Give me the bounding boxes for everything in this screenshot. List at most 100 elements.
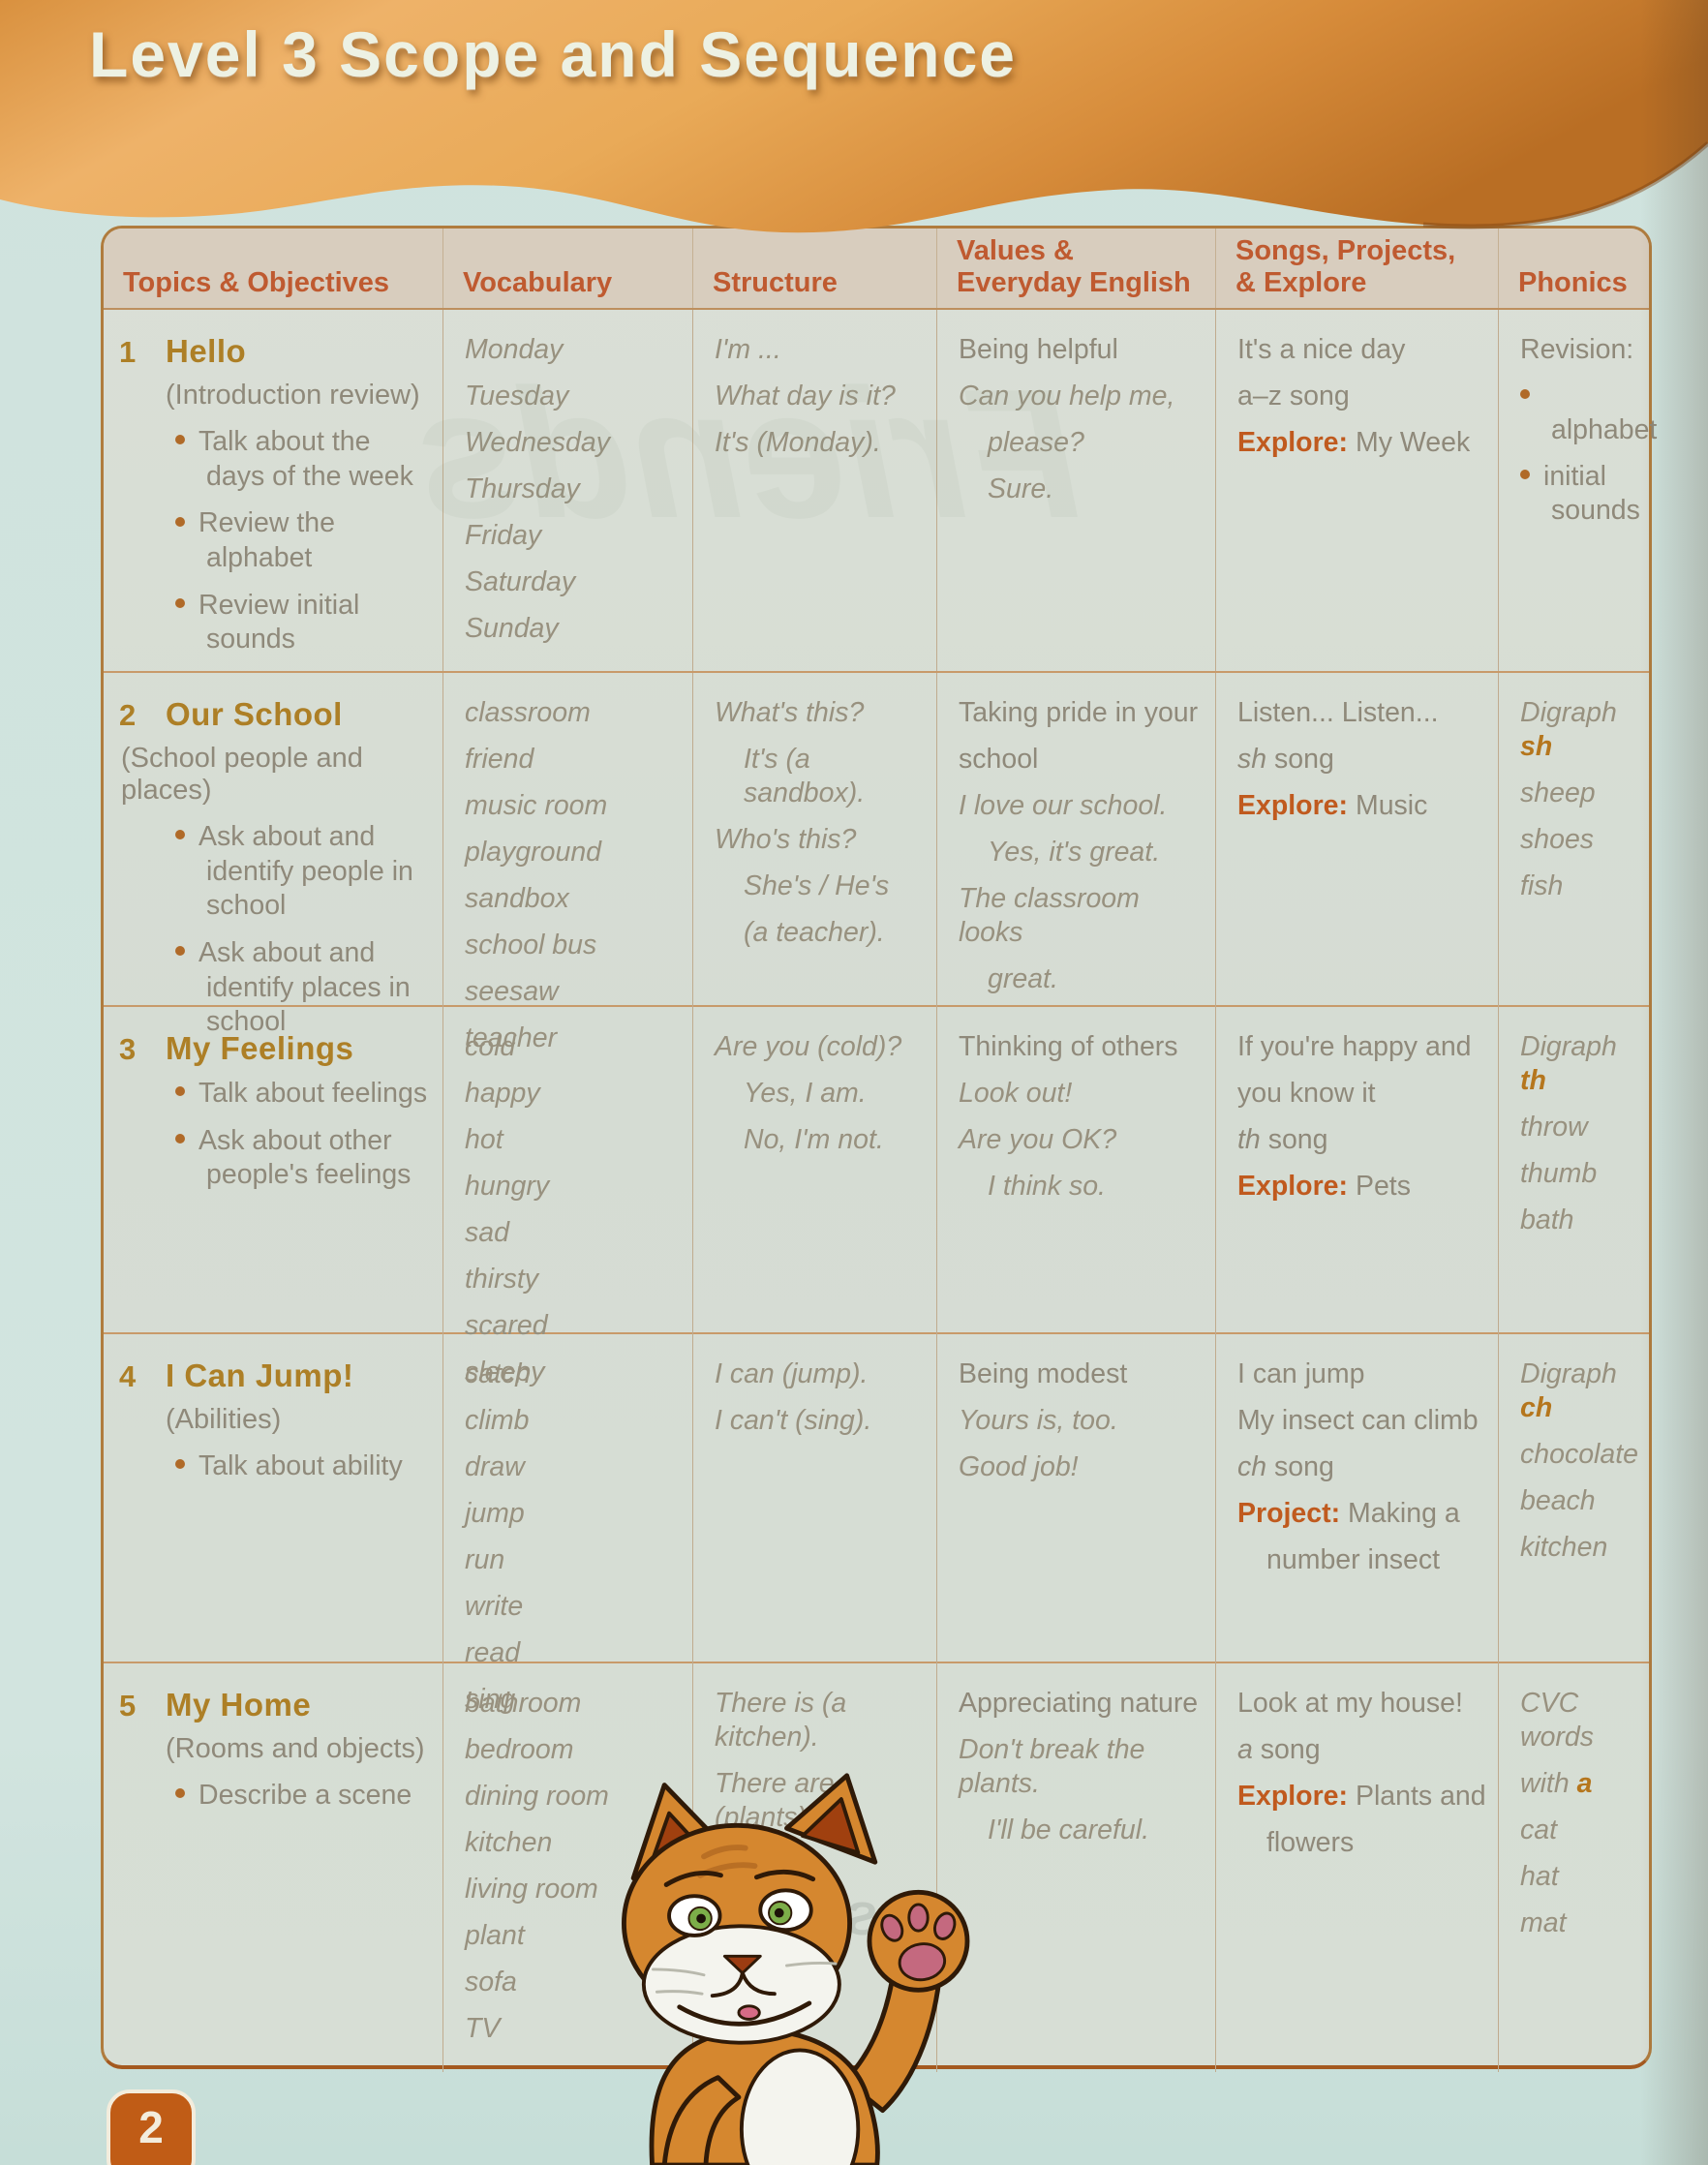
text-segment: Plants and bbox=[1348, 1781, 1486, 1812]
vocab-item: hot bbox=[465, 1124, 503, 1155]
column-header-values: Values & Everyday English bbox=[936, 229, 1215, 308]
unit-subtitle: (Rooms and objects) bbox=[166, 1733, 425, 1764]
text-segment: bath bbox=[1520, 1204, 1574, 1235]
text-segment: Digraph bbox=[1520, 1358, 1617, 1389]
unit-name: Hello bbox=[166, 333, 247, 369]
vocab-item: hungry bbox=[465, 1171, 550, 1202]
phonics-line: with a bbox=[1520, 1767, 1643, 1801]
songs-line: a–z song bbox=[1237, 380, 1486, 413]
values-cell: Thinking of others Look out! Are you OK? I … bbox=[936, 1007, 1215, 1402]
songs-line: Explore: Music bbox=[1237, 789, 1486, 823]
text-segment: hat bbox=[1520, 1861, 1559, 1892]
text-segment: Revision: bbox=[1520, 334, 1634, 365]
text-segment: Explore: bbox=[1237, 1171, 1349, 1202]
structure-cell: I'm ... What day is it? It's (Monday). bbox=[692, 310, 936, 671]
column-header-line: Structure bbox=[713, 266, 838, 298]
text-segment: initial sounds bbox=[1543, 461, 1640, 526]
phonics-line: chocolate bbox=[1520, 1438, 1643, 1472]
values-line: Look out! bbox=[959, 1077, 1204, 1111]
text-segment: It's a nice day bbox=[1237, 334, 1406, 365]
vocab-item: seesaw bbox=[465, 976, 559, 1007]
text-segment: Are you OK? bbox=[959, 1124, 1117, 1155]
column-header-line: Phonics bbox=[1518, 266, 1628, 298]
text-segment: a bbox=[1576, 1768, 1593, 1799]
vocabulary-cell: Monday Tuesday Wednesday Thursday Friday Satu… bbox=[442, 310, 692, 671]
text-segment: Are you (cold)? bbox=[715, 1031, 902, 1062]
topics-cell: 1 Hello (Introduction review) Talk about th… bbox=[104, 310, 442, 671]
text-segment: kitchen bbox=[1520, 1532, 1608, 1563]
values-line: Yes, it's great. bbox=[959, 836, 1204, 869]
songs-line: My insect can climb bbox=[1237, 1404, 1486, 1438]
vocab-item: run bbox=[465, 1544, 505, 1575]
unit-subtitle: (School people and places) bbox=[121, 743, 363, 806]
phonics-line: Digraph th bbox=[1520, 1030, 1643, 1098]
phonics-cell: CVC words with a cat hat mat bbox=[1498, 1663, 1655, 2072]
structure-cell: I can (jump). I can't (sing). bbox=[692, 1334, 936, 1729]
column-header-topics: Topics & Objectives bbox=[104, 229, 442, 308]
vocab-item: sing bbox=[465, 1684, 516, 1715]
objective-item: Ask about and identify people in school bbox=[175, 820, 431, 924]
songs-line: Project: Making a bbox=[1237, 1497, 1486, 1531]
unit-title: 5 My Home bbox=[119, 1687, 431, 1723]
vocab-item: sleepy bbox=[465, 1357, 545, 1387]
text-segment: She's / He's bbox=[744, 870, 890, 901]
structure-line: Yes, I am. bbox=[715, 1077, 925, 1111]
text-segment: a bbox=[1237, 1734, 1253, 1765]
text-segment: song bbox=[1266, 1451, 1334, 1482]
objectives-list: Talk about the days of the week Review th… bbox=[175, 425, 431, 657]
songs-cell: I can jump My insect can climb ch song Proj… bbox=[1215, 1334, 1498, 1729]
text-segment: Explore: bbox=[1237, 427, 1349, 458]
phonics-line: fish bbox=[1520, 869, 1643, 903]
unit-number: 5 bbox=[119, 1689, 137, 1723]
values-line: Are you OK? bbox=[959, 1123, 1204, 1157]
text-segment: Good job! bbox=[959, 1451, 1079, 1482]
unit-name: My Home bbox=[166, 1687, 312, 1723]
phonics-cell: Digraph th throw thumb bath bbox=[1498, 1007, 1655, 1402]
scope-sequence-table: Topics & Objectives Vocabulary Structure Va… bbox=[101, 226, 1657, 2072]
phonics-cell: Revision: alphabet initial sounds bbox=[1498, 310, 1657, 671]
text-segment: cat bbox=[1520, 1814, 1558, 1845]
text-segment: flowers bbox=[1266, 1827, 1355, 1858]
values-line: I'll be careful. bbox=[959, 1814, 1204, 1847]
vocab-item: dining room bbox=[465, 1781, 609, 1812]
text-segment: ch bbox=[1520, 1392, 1553, 1423]
text-segment: a–z song bbox=[1237, 381, 1350, 412]
vocab-item: cold bbox=[465, 1031, 516, 1062]
text-segment: beach bbox=[1520, 1485, 1596, 1516]
songs-line: ch song bbox=[1237, 1450, 1486, 1484]
phonics-cell: Digraph ch chocolate beach kitchen bbox=[1498, 1334, 1655, 1729]
songs-cell: It's a nice day a–z song Explore: My Week bbox=[1215, 310, 1498, 671]
objective-item: Ask about other people's feelings bbox=[175, 1124, 431, 1193]
unit-name: My Feelings bbox=[166, 1030, 354, 1066]
bullet-icon bbox=[175, 1134, 185, 1144]
phonics-line: throw bbox=[1520, 1111, 1643, 1144]
text-segment: No, I'm not. bbox=[744, 1124, 884, 1155]
text-segment: Pets bbox=[1348, 1171, 1411, 1202]
phonics-line: cat bbox=[1520, 1814, 1643, 1847]
column-header-structure: Structure bbox=[692, 229, 936, 308]
unit-number: 4 bbox=[119, 1359, 137, 1393]
text-segment: I think so. bbox=[988, 1171, 1106, 1202]
column-header-phonics: Phonics bbox=[1498, 229, 1655, 308]
vocab-item: classroom bbox=[465, 697, 591, 728]
unit-title: 1 Hello bbox=[119, 333, 431, 370]
text-segment: Yes, I am. bbox=[744, 1078, 867, 1109]
songs-line: Explore: My Week bbox=[1237, 426, 1486, 460]
values-line: Yours is, too. bbox=[959, 1404, 1204, 1438]
column-header-line: Vocabulary bbox=[463, 266, 613, 298]
text-segment: Who's this? bbox=[715, 824, 857, 855]
topics-cell: 4 I Can Jump! (Abilities) Talk about abilit… bbox=[104, 1334, 442, 1729]
songs-cell: Listen... Listen... sh song Explore: Music bbox=[1215, 673, 1498, 1068]
vocab-item: Wednesday bbox=[465, 427, 610, 458]
text-segment: I can jump bbox=[1237, 1358, 1365, 1389]
text-segment: fish bbox=[1520, 870, 1564, 901]
text-segment: ch bbox=[1237, 1451, 1267, 1482]
text-segment: Look out! bbox=[959, 1078, 1073, 1109]
songs-line: It's a nice day bbox=[1237, 333, 1486, 367]
unit-number: 2 bbox=[119, 698, 137, 732]
values-line: Thinking of others bbox=[959, 1030, 1204, 1064]
objectives-list: Talk about feelings Ask about other peopl… bbox=[175, 1077, 431, 1193]
topics-cell: 3 My Feelings Talk about feelings Ask about… bbox=[104, 1007, 442, 1402]
unit-subtitle: (Abilities) bbox=[166, 1404, 282, 1435]
values-line: I think so. bbox=[959, 1170, 1204, 1204]
